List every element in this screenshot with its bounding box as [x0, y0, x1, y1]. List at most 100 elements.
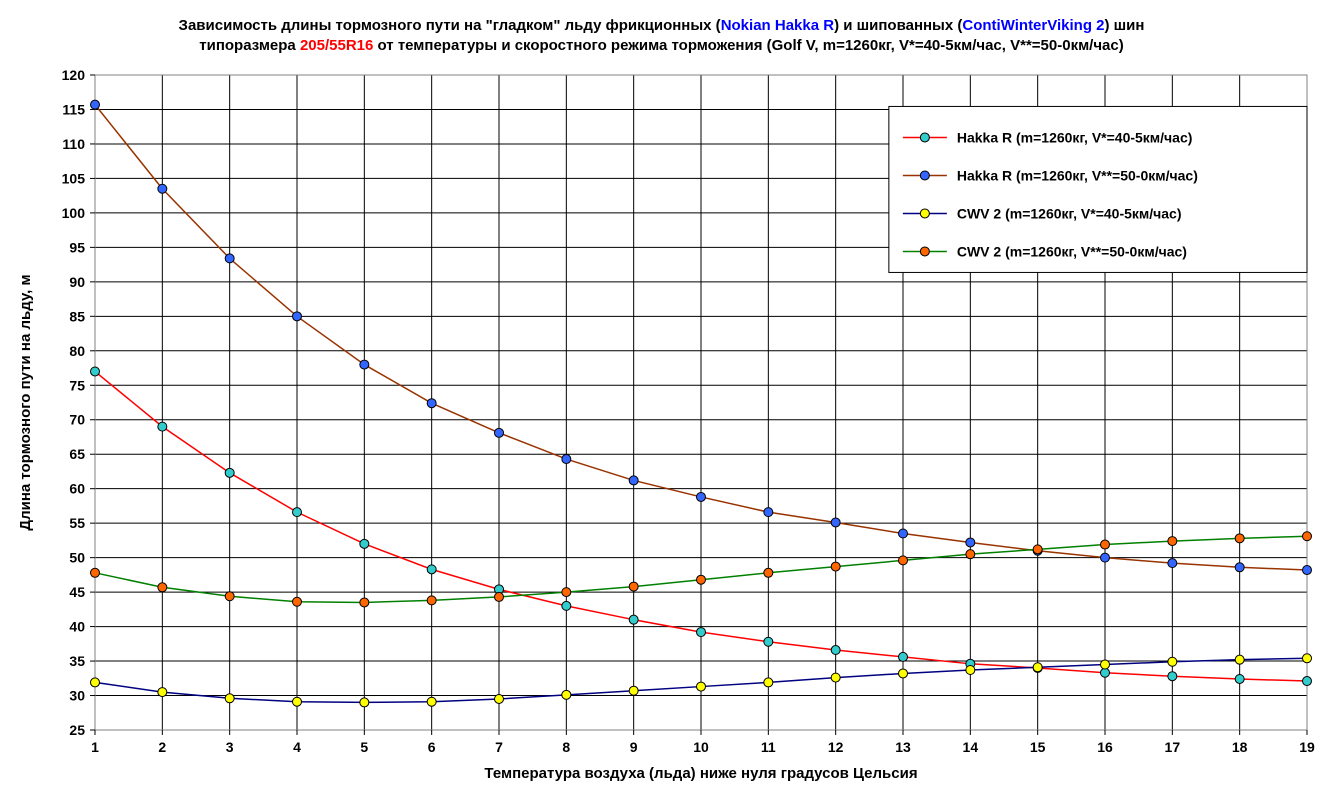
series-marker-hakka_r_v50: [293, 312, 302, 321]
series-marker-cwv2_v40: [629, 686, 638, 695]
legend-label: Hakka R (m=1260кг, V**=50-0км/час): [957, 167, 1198, 183]
series-marker-hakka_r_v40: [225, 468, 234, 477]
series-marker-hakka_r_v40: [562, 601, 571, 610]
series-marker-cwv2_v50: [293, 597, 302, 606]
series-marker-hakka_r_v40: [764, 637, 773, 646]
series-marker-hakka_r_v40: [1303, 677, 1312, 686]
y-tick-label: 45: [69, 584, 85, 600]
x-axis-label: Температура воздуха (льда) ниже нуля гра…: [484, 765, 917, 782]
series-marker-hakka_r_v40: [1235, 674, 1244, 683]
series-marker-cwv2_v40: [158, 688, 167, 697]
series-marker-cwv2_v40: [225, 694, 234, 703]
legend-label: CWV 2 (m=1260кг, V**=50-0км/час): [957, 243, 1187, 259]
series-marker-cwv2_v50: [1101, 540, 1110, 549]
series-marker-cwv2_v50: [764, 568, 773, 577]
y-tick-label: 25: [69, 722, 85, 738]
legend-marker-sample: [920, 247, 929, 256]
x-tick-label: 4: [293, 739, 301, 755]
series-marker-cwv2_v50: [91, 568, 100, 577]
x-tick-label: 1: [91, 739, 99, 755]
chart-container: 1234567891011121314151617181925303540455…: [0, 0, 1323, 794]
series-marker-cwv2_v50: [1303, 532, 1312, 541]
series-marker-hakka_r_v50: [1235, 563, 1244, 572]
series-marker-cwv2_v40: [966, 666, 975, 675]
y-tick-label: 60: [69, 481, 85, 497]
x-tick-label: 2: [158, 739, 166, 755]
series-marker-cwv2_v50: [562, 588, 571, 597]
series-marker-hakka_r_v50: [764, 508, 773, 517]
chart-title-segment: от температуры и скоростного режима торм…: [373, 37, 1123, 54]
series-marker-cwv2_v40: [427, 697, 436, 706]
y-tick-label: 50: [69, 550, 85, 566]
y-tick-label: 115: [62, 101, 85, 117]
series-marker-hakka_r_v40: [158, 422, 167, 431]
series-marker-cwv2_v50: [158, 583, 167, 592]
series-marker-hakka_r_v50: [91, 100, 100, 109]
series-marker-hakka_r_v50: [427, 399, 436, 408]
chart-title-segment: Nokian Hakka R: [721, 17, 835, 34]
series-marker-cwv2_v50: [831, 562, 840, 571]
y-tick-label: 65: [69, 446, 85, 462]
series-marker-cwv2_v40: [1168, 657, 1177, 666]
series-marker-hakka_r_v40: [427, 565, 436, 574]
x-tick-label: 5: [360, 739, 368, 755]
y-tick-label: 95: [69, 239, 85, 255]
series-marker-cwv2_v40: [1303, 654, 1312, 663]
series-marker-hakka_r_v50: [629, 476, 638, 485]
y-tick-label: 30: [69, 688, 85, 704]
series-marker-hakka_r_v40: [293, 508, 302, 517]
x-tick-label: 19: [1299, 739, 1315, 755]
y-tick-label: 80: [69, 343, 85, 359]
series-marker-hakka_r_v50: [1168, 559, 1177, 568]
x-tick-label: 11: [761, 739, 776, 755]
y-tick-label: 105: [62, 170, 86, 186]
series-marker-hakka_r_v50: [360, 360, 369, 369]
y-tick-label: 70: [69, 412, 85, 428]
x-tick-label: 13: [895, 739, 911, 755]
series-marker-cwv2_v40: [495, 694, 504, 703]
x-tick-label: 10: [693, 739, 709, 755]
series-marker-hakka_r_v50: [225, 254, 234, 263]
series-marker-cwv2_v40: [91, 678, 100, 687]
y-tick-label: 120: [62, 67, 86, 83]
chart-title-line: типоразмера 205/55R16 от температуры и с…: [199, 37, 1123, 54]
y-tick-label: 85: [69, 308, 85, 324]
series-marker-hakka_r_v40: [697, 628, 706, 637]
series-marker-cwv2_v40: [697, 682, 706, 691]
series-marker-hakka_r_v50: [495, 428, 504, 437]
series-marker-cwv2_v40: [360, 698, 369, 707]
series-marker-cwv2_v50: [1235, 534, 1244, 543]
series-marker-hakka_r_v40: [899, 652, 908, 661]
x-tick-label: 17: [1165, 739, 1181, 755]
legend-marker-sample: [920, 133, 929, 142]
series-marker-cwv2_v50: [427, 596, 436, 605]
x-tick-label: 9: [630, 739, 638, 755]
series-marker-cwv2_v40: [764, 678, 773, 687]
series-marker-cwv2_v40: [1033, 663, 1042, 672]
series-marker-cwv2_v40: [831, 673, 840, 682]
x-tick-label: 14: [963, 739, 979, 755]
legend-marker-sample: [920, 209, 929, 218]
x-tick-label: 8: [562, 739, 570, 755]
x-tick-label: 18: [1232, 739, 1248, 755]
series-marker-hakka_r_v40: [1101, 668, 1110, 677]
series-marker-cwv2_v50: [360, 598, 369, 607]
chart-title-line: Зависимость длины тормозного пути на "гл…: [179, 17, 1145, 34]
legend-label: CWV 2 (m=1260кг, V*=40-5км/час): [957, 205, 1182, 221]
y-tick-label: 35: [69, 653, 85, 669]
series-marker-hakka_r_v50: [1303, 566, 1312, 575]
series-marker-hakka_r_v40: [629, 615, 638, 624]
y-tick-label: 100: [62, 205, 86, 221]
series-marker-cwv2_v40: [899, 669, 908, 678]
series-marker-cwv2_v40: [562, 690, 571, 699]
legend: Hakka R (m=1260кг, V*=40-5км/час)Hakka R…: [889, 106, 1307, 272]
series-marker-hakka_r_v50: [562, 455, 571, 464]
series-marker-hakka_r_v40: [91, 367, 100, 376]
x-tick-label: 12: [828, 739, 844, 755]
series-marker-cwv2_v50: [495, 592, 504, 601]
series-marker-hakka_r_v40: [360, 539, 369, 548]
x-tick-label: 7: [495, 739, 503, 755]
chart-title-segment: ) шин: [1105, 17, 1145, 34]
series-marker-cwv2_v40: [293, 697, 302, 706]
chart-svg: 1234567891011121314151617181925303540455…: [0, 0, 1323, 794]
